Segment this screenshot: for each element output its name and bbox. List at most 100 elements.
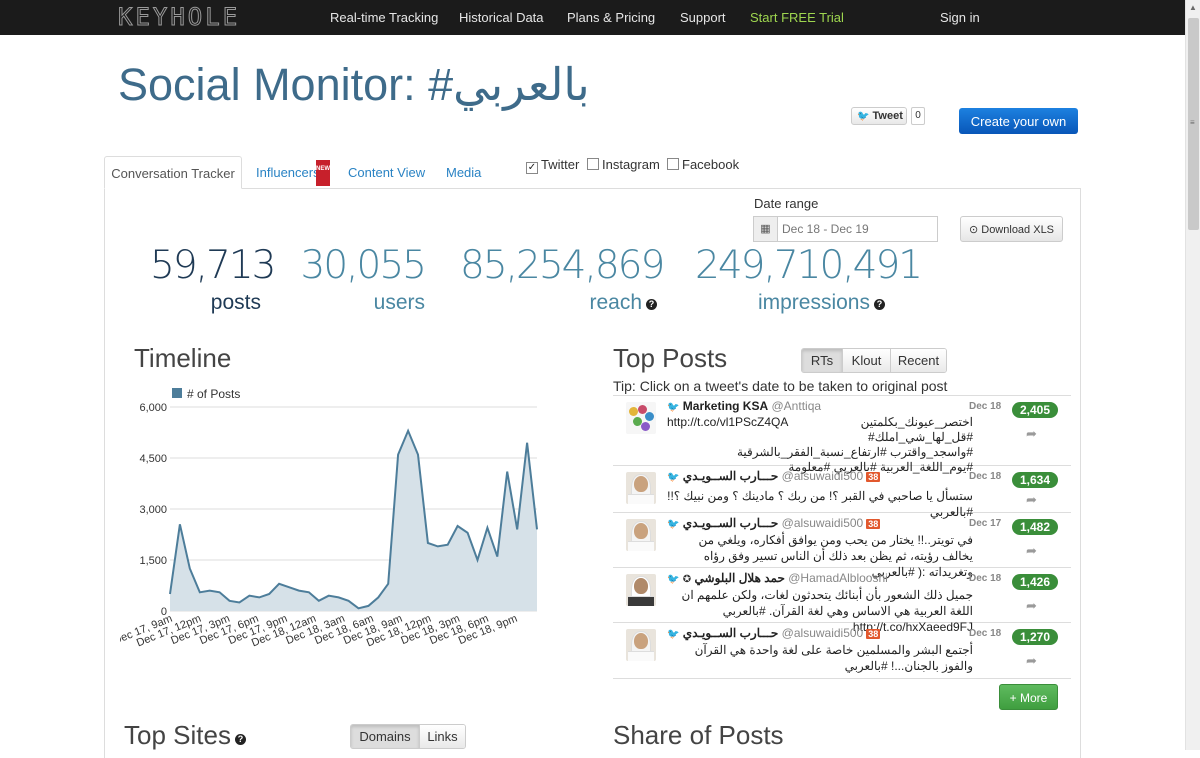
share-icon[interactable]: ➦ [1026,426,1037,441]
y-tick-label: 3,000 [139,504,167,516]
twitter-bird-icon: 🐦 [667,574,680,585]
create-your-own-button[interactable]: Create your own [959,108,1078,134]
sort-rts-button[interactable]: RTs [802,349,842,372]
author-handle: @alsuwaidi500 [781,626,864,640]
klout-score-badge: 38 [866,519,881,529]
download-xls-button[interactable]: ⊙ Download XLS [960,216,1063,242]
sort-klout-button[interactable]: Klout [842,349,890,372]
y-tick-label: 1,500 [139,555,167,567]
post-text: جميل ذلك الشعور بأن أبنائك يتحدثون لغات،… [667,587,973,635]
stat-impressions-label: impressions [757,291,870,314]
post-date-link[interactable]: Dec 18 [969,628,1002,639]
facebook-checkbox-label: Facebook [682,157,740,172]
more-posts-button[interactable]: + More [999,684,1058,710]
checkbox-unchecked-icon[interactable] [667,158,679,170]
avatar[interactable] [626,402,656,434]
legend-label: # of Posts [187,387,240,401]
tab-content-panel [104,188,1081,758]
nav-free-trial[interactable]: Start FREE Trial [750,10,844,25]
series-line [169,428,538,610]
y-tick-label: 0 [161,606,167,618]
post-author[interactable]: 🐦 Marketing KSA @Anttiqa [667,399,821,413]
verified-icon: ✪ [682,574,692,585]
list-item: 🐦 حـــارب الســويـدي @alsuwaidi500 38 Dec… [613,513,1071,579]
date-range-field[interactable]: ▦ Dec 18 - Dec 19 [753,216,938,242]
tweet-button[interactable]: 🐦 Tweet [851,107,907,125]
author-handle: @HamadAlblooshi [788,571,888,585]
checkbox-checked-icon[interactable]: ✓ [526,162,538,174]
top-sites-title: Top Sites? [124,720,246,751]
post-date-link[interactable]: Dec 18 [969,471,1002,482]
avatar[interactable] [626,519,656,551]
post-date-link[interactable]: Dec 18 [969,401,1002,412]
post-text: ستسأل يا صاحبي في القبر ؟! من ربك ؟ مادي… [667,489,973,519]
scroll-up-icon[interactable]: ▲ [1189,3,1197,12]
stat-users: 30,055 users [300,243,427,315]
twitter-checkbox[interactable]: ✓ Twitter [526,157,579,174]
post-text-line: اختصر_عيونك_بكلمتين #قل_لها_شي_املك# [860,415,973,444]
stat-impressions: 249,710,491 impressions? [695,243,923,315]
nav-historical-data[interactable]: Historical Data [459,10,544,25]
stat-posts-value: 59,713 [150,243,276,288]
series-area [170,430,537,611]
avatar[interactable] [626,629,656,661]
new-badge: NEW [316,160,330,186]
links-button[interactable]: Links [419,725,465,748]
help-icon[interactable]: ? [234,734,246,745]
download-icon: ⊙ [968,224,979,236]
instagram-checkbox[interactable]: Instagram [587,157,660,172]
post-text: http://t.co/vl1PScZ4QA اختصر_عيونك_بكلمتي… [667,415,973,475]
twitter-bird-icon: 🐦 [667,629,680,640]
post-date-link[interactable]: Dec 17 [969,518,1002,529]
twitter-bird-icon: 🐦 [667,402,680,413]
sort-recent-button[interactable]: Recent [890,349,946,372]
author-name: Marketing KSA [682,399,769,413]
nav-sign-in[interactable]: Sign in [940,10,980,25]
share-icon[interactable]: ➦ [1026,543,1037,558]
post-link[interactable]: http://t.co/vl1PScZ4QA [667,415,789,429]
calendar-icon[interactable]: ▦ [754,217,778,241]
post-author[interactable]: 🐦 حـــارب الســويـدي @alsuwaidi500 38 [667,516,881,530]
post-date-link[interactable]: Dec 18 [969,573,1002,584]
post-author[interactable]: 🐦 ✪ حمد هلال البلوشي @HamadAlblooshi [667,571,888,585]
help-icon[interactable]: ? [874,299,885,310]
post-author[interactable]: 🐦 حـــارب الســويـدي @alsuwaidi500 38 [667,469,881,483]
top-sites-title-text: Top Sites [124,720,231,750]
top-navbar: KEYHOLE Real-time Tracking Historical Da… [0,0,1185,35]
tab-content-view[interactable]: Content View [348,165,426,180]
tab-conversation-tracker[interactable]: Conversation Tracker [104,156,242,189]
stat-users-value: 30,055 [300,243,427,288]
twitter-bird-icon: 🐦 [667,472,680,483]
facebook-checkbox[interactable]: Facebook [667,157,739,172]
share-icon[interactable]: ➦ [1026,653,1037,668]
post-link[interactable]: http://t.co/hxXaeed9FJ [852,620,973,634]
help-icon[interactable]: ? [646,299,657,310]
author-handle: @Anttiqa [771,399,822,413]
avatar[interactable] [626,574,656,606]
nav-plans-pricing[interactable]: Plans & Pricing [567,10,656,25]
post-author[interactable]: 🐦 حـــارب الســويـدي @alsuwaidi500 38 [667,626,881,640]
scroll-thumb[interactable] [1188,18,1199,230]
top-posts-title: Top Posts [613,343,728,373]
list-item: 🐦 Marketing KSA @Anttiqa Dec 18 http://t… [613,396,1071,474]
share-icon[interactable]: ➦ [1026,598,1037,613]
tab-influencers[interactable]: Influencers [256,165,320,180]
tab-media[interactable]: Media [446,165,482,180]
post-text: في تويتر..!! يختار من يحب ومن يوافق أفكا… [698,533,973,579]
post-text-body: #واسجد_واقترب #ارتفاع_نسبة_الفقر_بالشرقي… [737,445,973,474]
klout-score-badge: 38 [866,472,881,482]
checkbox-unchecked-icon[interactable] [587,158,599,170]
nav-realtime-tracking[interactable]: Real-time Tracking [330,10,439,25]
stat-reach-value: 85,254,869 [460,243,665,288]
avatar[interactable] [626,472,656,504]
timeline-title: Timeline [134,343,232,373]
nav-support[interactable]: Support [680,10,726,25]
keyhole-logo[interactable]: KEYHOLE [117,3,241,32]
date-range-input[interactable]: Dec 18 - Dec 19 [782,222,869,236]
share-icon[interactable]: ➦ [1026,492,1037,507]
domains-button[interactable]: Domains [351,725,419,748]
page-scrollbar[interactable]: ▲ ≡ [1185,0,1200,750]
top-posts-tip: Tip: Click on a tweet's date to be taken… [613,378,948,394]
legend-swatch [172,388,182,398]
retweet-count-badge: 1,634 [1012,472,1058,488]
